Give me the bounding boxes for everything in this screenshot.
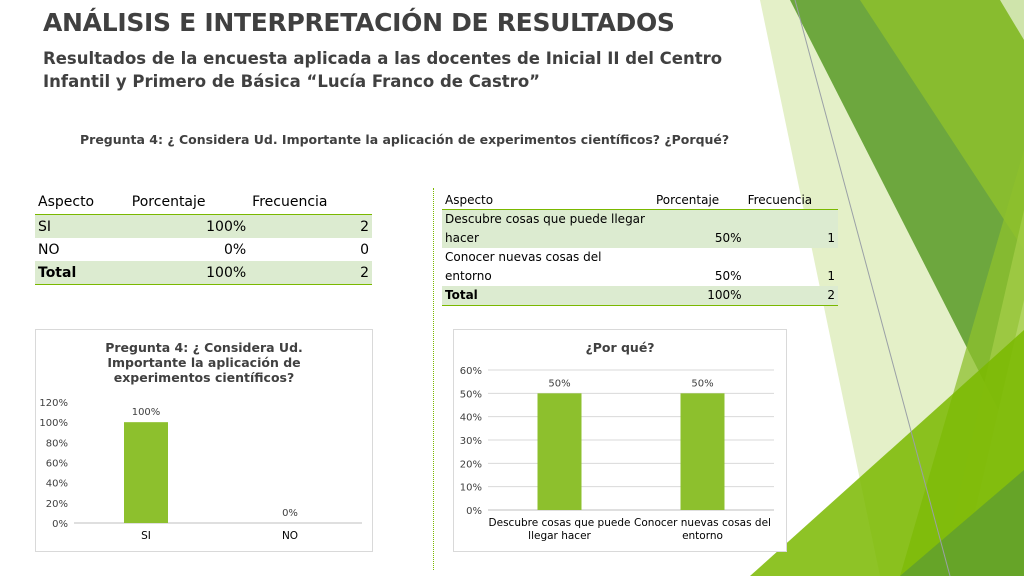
page-subtitle: Resultados de la encuesta aplicada a las… — [43, 49, 723, 91]
reasons-table: Aspecto Porcentaje Frecuencia Descubre c… — [442, 190, 838, 306]
table-row: Conocer nuevas cosas del entorno 50% 1 — [442, 248, 838, 286]
column-header-frecuencia: Frecuencia — [744, 190, 838, 210]
table-header-row: Aspecto Porcentaje Frecuencia — [35, 190, 372, 215]
x-tick-label: Descubre cosas que puede llegar hacer — [489, 517, 631, 542]
column-header-aspecto: Aspecto — [35, 190, 129, 215]
cell-frecuencia: 0 — [360, 241, 369, 258]
question-text: Pregunta 4: ¿ Considera Ud. Importante l… — [80, 132, 730, 147]
column-header-porcentaje: Porcentaje — [128, 190, 250, 215]
y-tick-label: 120% — [39, 398, 68, 409]
chart-reasons: ¿Por qué? 0% 10% 20% 30% 40% 50% 60% 50% Descubr… — [453, 329, 787, 552]
cell-aspecto: SI — [35, 214, 129, 238]
y-tick-label: 20% — [460, 459, 482, 470]
y-tick-label: 80% — [46, 438, 68, 449]
column-header-porcentaje: Porcentaje — [653, 190, 745, 210]
y-tick-label: 40% — [460, 413, 482, 424]
cell-frecuencia: 2 — [249, 261, 372, 285]
y-tick-label: 30% — [460, 436, 482, 447]
table-row: NO 0% 0 — [35, 238, 372, 261]
y-tick-label: 0% — [466, 506, 482, 517]
column-header-frecuencia: Frecuencia — [249, 190, 372, 215]
chart-title: Pregunta 4: ¿ Considera Ud. Importante l… — [105, 340, 303, 385]
cell-aspecto: Descubre cosas que puede llegar hacer — [442, 209, 653, 248]
table-total-row: Total 100% 2 — [35, 261, 372, 285]
bar — [537, 393, 582, 510]
x-tick-label: NO — [282, 530, 298, 542]
cell-porcentaje: 0% — [223, 241, 247, 258]
table-header-row: Aspecto Porcentaje Frecuencia — [442, 190, 838, 210]
chart-importance-plot: 0% 20% 40% 60% 80% 100% 120% 100% SI 0% NO — [39, 398, 362, 542]
y-tick-label: 0% — [52, 519, 68, 530]
table-row: Descubre cosas que puede llegar hacer 50… — [442, 209, 838, 248]
bar — [680, 393, 725, 510]
data-label: 100% — [132, 407, 161, 418]
y-tick-label: 40% — [46, 479, 68, 490]
data-label: 50% — [548, 378, 570, 389]
data-label: 50% — [691, 378, 713, 389]
page-title: ANÁLISIS E INTERPRETACIÓN DE RESULTADOS — [43, 8, 675, 37]
cell-porcentaje: 50% — [653, 209, 745, 248]
dotted-divider — [433, 188, 434, 570]
cell-frecuencia: 2 — [744, 286, 838, 306]
x-tick-label: SI — [141, 530, 151, 542]
bar — [124, 422, 168, 523]
cell-frecuencia: 1 — [744, 209, 838, 248]
x-tick-label: Conocer nuevas cosas del entorno — [634, 517, 771, 542]
cell-aspecto: Total — [35, 261, 129, 285]
y-tick-label: 20% — [46, 499, 68, 510]
y-tick-label: 100% — [39, 418, 68, 429]
table-row: SI 100% 2 — [35, 214, 372, 238]
data-label: 0% — [282, 508, 298, 519]
cell-porcentaje: 100% — [653, 286, 745, 306]
summary-table: Aspecto Porcentaje Frecuencia SI 100% 2 … — [35, 190, 372, 285]
chart-reasons-plot: 0% 10% 20% 30% 40% 50% 60% 50% Descubre cosas qu… — [460, 366, 774, 542]
cell-aspecto: NO — [38, 241, 60, 258]
chart-title: ¿Por qué? — [585, 340, 655, 355]
table-total-row: Total 100% 2 — [442, 286, 838, 306]
y-tick-label: 60% — [46, 459, 68, 470]
cell-porcentaje: 100% — [128, 214, 250, 238]
y-tick-label: 50% — [460, 389, 482, 400]
cell-aspecto: Conocer nuevas cosas del entorno — [445, 250, 602, 283]
cell-aspecto: Total — [442, 286, 653, 306]
y-tick-label: 60% — [460, 366, 482, 377]
cell-porcentaje: 50% — [714, 269, 742, 283]
chart-importance: Pregunta 4: ¿ Considera Ud. Importante l… — [35, 329, 373, 552]
cell-frecuencia: 1 — [827, 269, 835, 283]
cell-porcentaje: 100% — [128, 261, 250, 285]
y-tick-label: 10% — [460, 483, 482, 494]
column-header-aspecto: Aspecto — [442, 190, 653, 210]
cell-frecuencia: 2 — [249, 214, 372, 238]
